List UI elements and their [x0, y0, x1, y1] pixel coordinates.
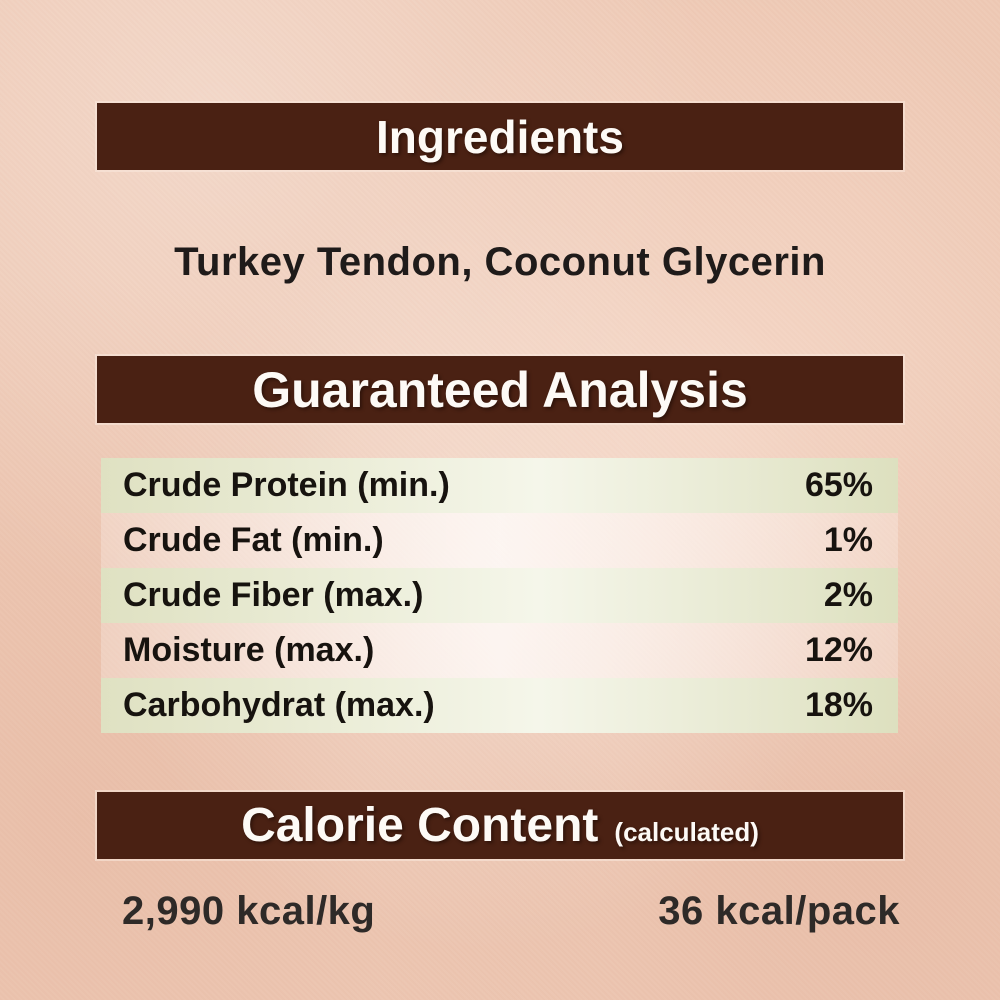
row-value: 2% — [823, 576, 873, 614]
calorie-content-title: Calorie Content — [241, 799, 599, 852]
table-row: Carbohydrat (max.) 18% — [101, 678, 898, 733]
row-label: Moisture (max.) — [123, 631, 375, 669]
table-row: Crude Protein (min.) 65% — [101, 458, 898, 513]
ingredients-title: Ingredients — [376, 110, 624, 163]
ingredients-header-bar: Ingredients — [97, 103, 903, 170]
guaranteed-analysis-title: Guaranteed Analysis — [252, 361, 748, 418]
row-value: 65% — [804, 466, 873, 504]
row-value: 1% — [823, 521, 873, 559]
calorie-content-header-bar: Calorie Content (calculated) — [97, 792, 903, 859]
table-row: Crude Fiber (max.) 2% — [101, 568, 898, 623]
calorie-per-kg: 2,990 kcal/kg — [122, 889, 376, 933]
row-label: Carbohydrat (max.) — [123, 686, 435, 724]
row-label: Crude Fiber (max.) — [123, 576, 424, 614]
guaranteed-analysis-table: Crude Protein (min.) 65% Crude Fat (min.… — [101, 458, 898, 733]
calorie-per-pack: 36 kcal/pack — [658, 889, 900, 933]
table-row: Crude Fat (min.) 1% — [101, 513, 898, 568]
calorie-content-subtitle: (calculated) — [614, 817, 759, 847]
row-label: Crude Fat (min.) — [123, 521, 384, 559]
row-value: 12% — [804, 631, 873, 669]
calorie-values-row: 2,990 kcal/kg 36 kcal/pack — [122, 889, 900, 934]
guaranteed-analysis-header-bar: Guaranteed Analysis — [97, 356, 903, 423]
calorie-content-title-group: Calorie Content (calculated) — [241, 798, 759, 853]
ingredients-list: Turkey Tendon, Coconut Glycerin — [174, 240, 826, 284]
row-label: Crude Protein (min.) — [123, 466, 450, 504]
row-value: 18% — [804, 686, 873, 724]
table-row: Moisture (max.) 12% — [101, 623, 898, 678]
